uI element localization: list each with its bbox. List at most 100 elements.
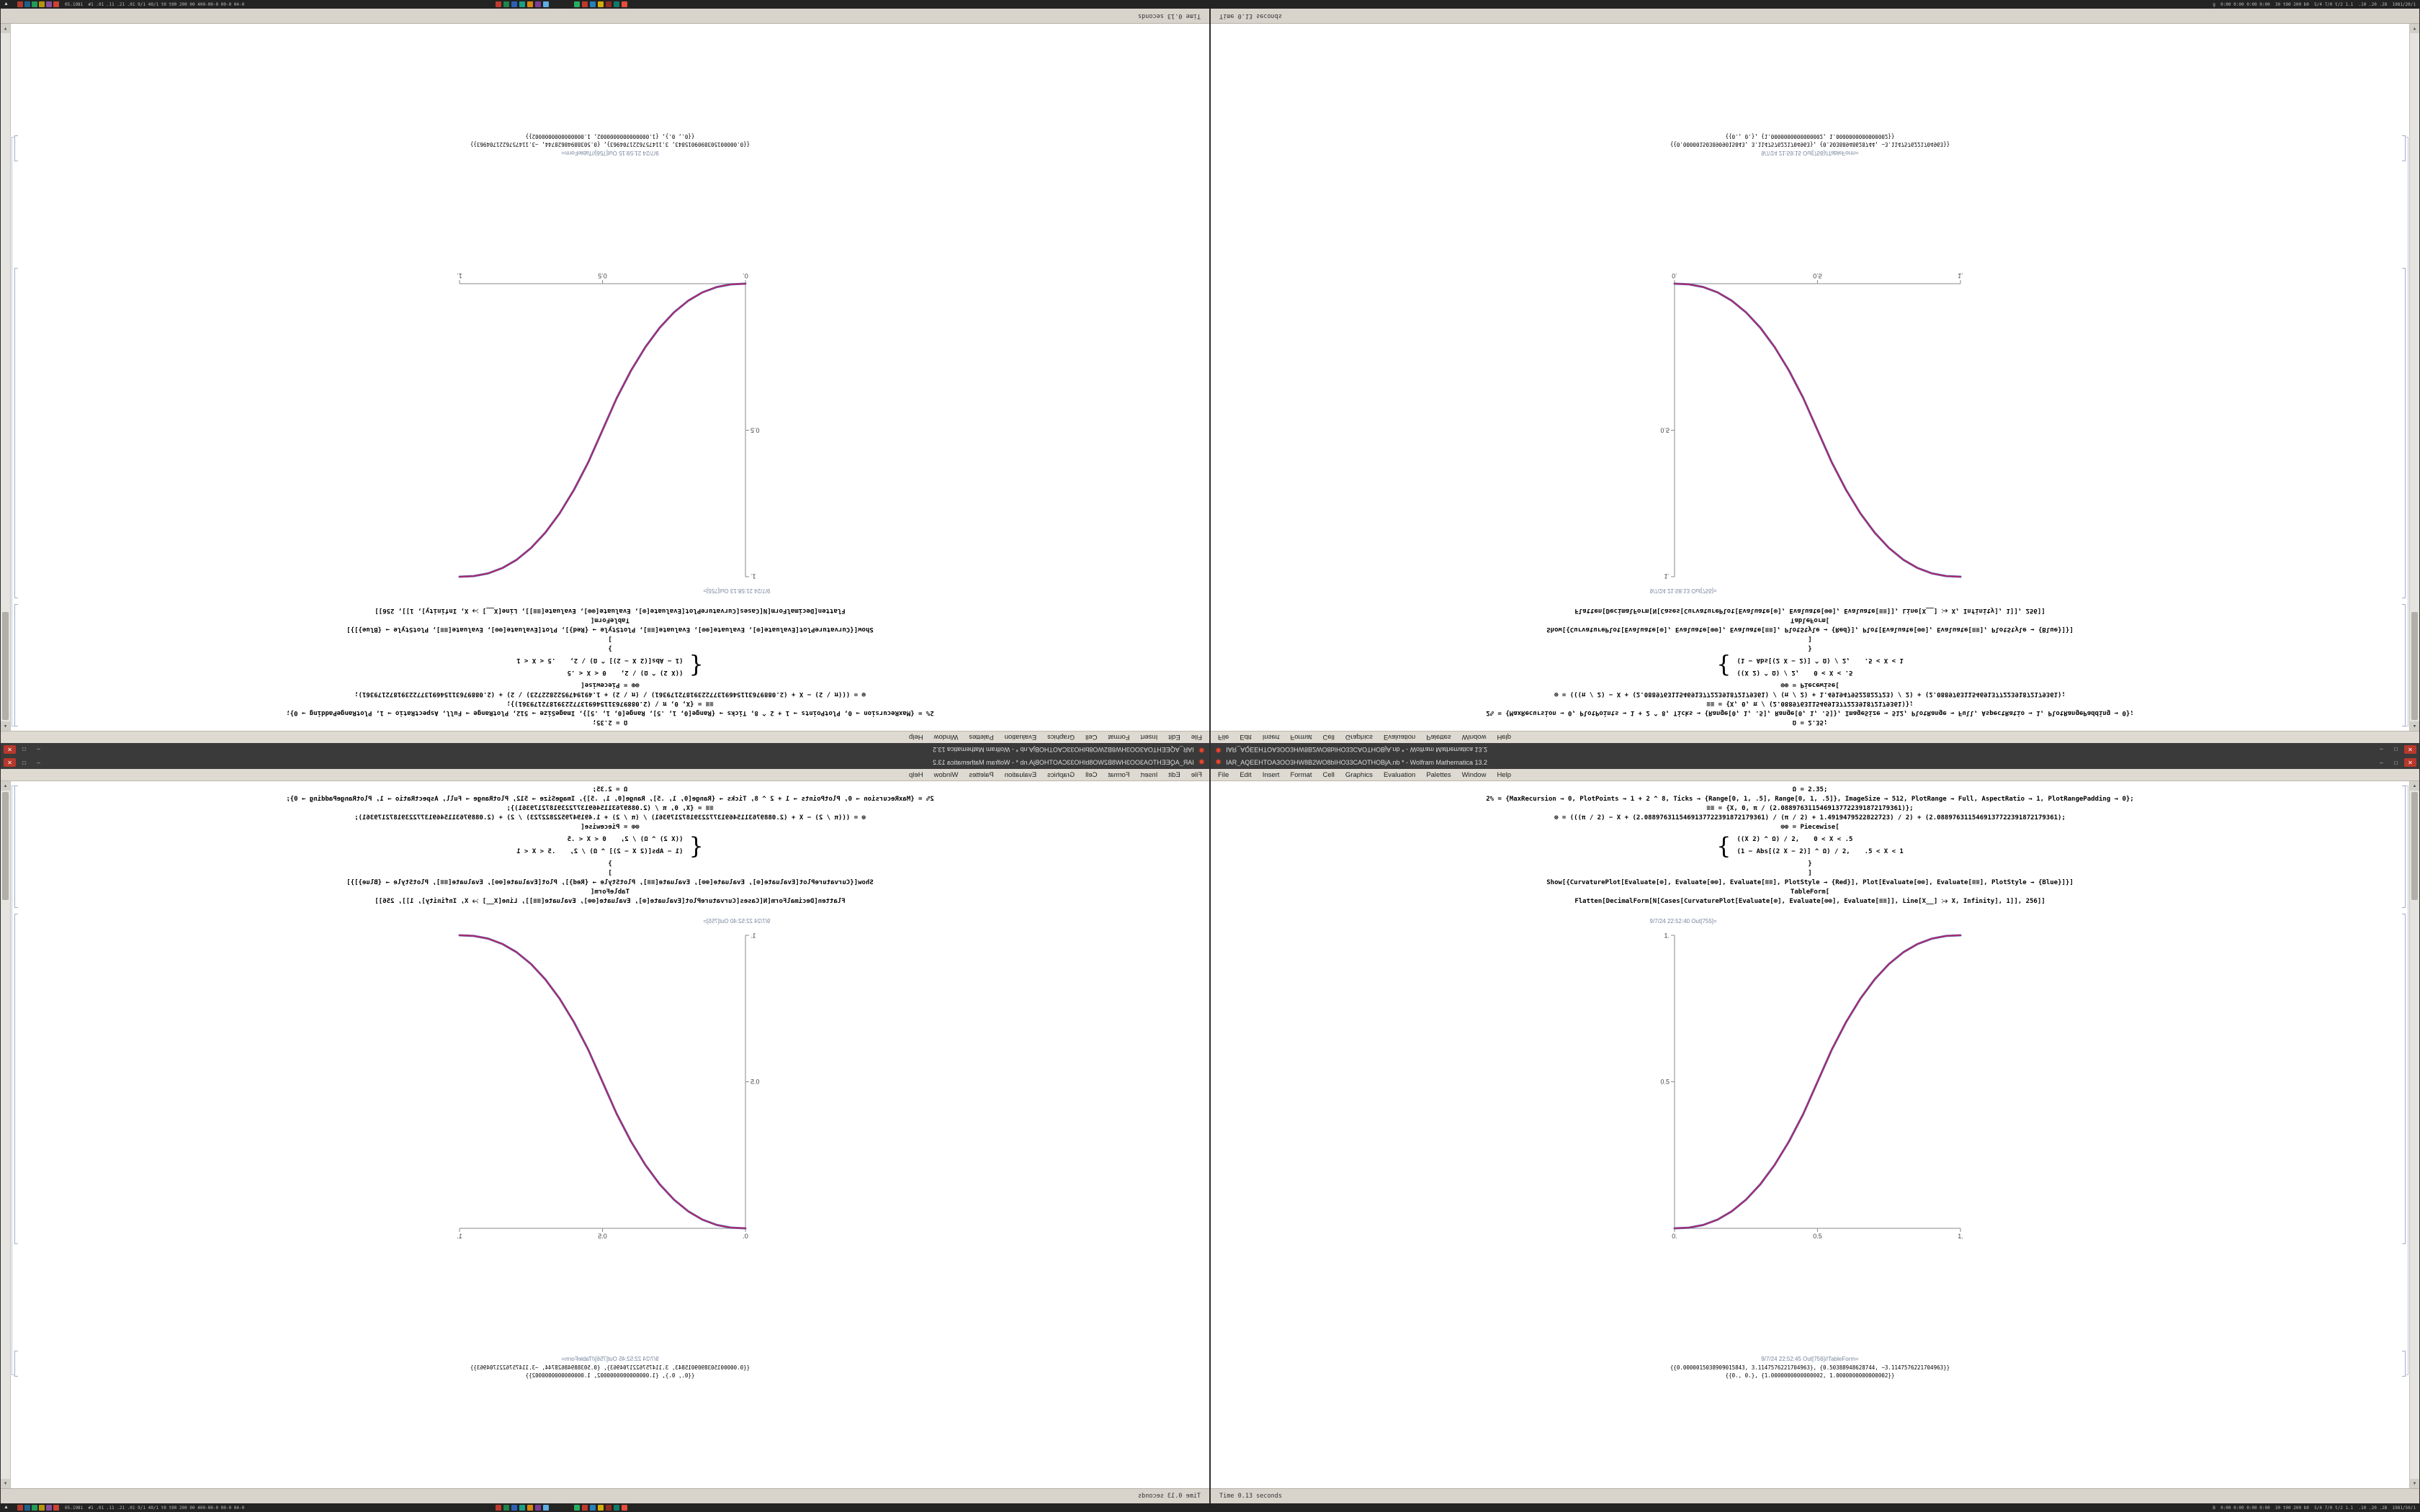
menu-item-graphics[interactable]: Graphics xyxy=(1345,733,1373,742)
menu-item-edit[interactable]: Edit xyxy=(1240,770,1252,779)
scroll-thumb[interactable] xyxy=(2411,792,2418,900)
output-plot[interactable]: 0. 0.5 1. 0.5 1. xyxy=(450,927,771,1247)
notebook-content[interactable]: Ω = 2.35; 2% = {MaxRecursion → 0, PlotPo… xyxy=(1211,781,2409,1488)
menu-item-format[interactable]: Format xyxy=(1290,733,1312,742)
app-icon[interactable] xyxy=(582,1505,588,1511)
cell-bracket-group[interactable] xyxy=(12,137,14,726)
minimize-button[interactable]: – xyxy=(2380,746,2383,753)
input-cell[interactable]: Ω = 2.35; 2% = {MaxRecursion → 0, PlotPo… xyxy=(11,786,1209,906)
app-icon[interactable] xyxy=(39,1505,45,1511)
menu-item-palettes[interactable]: Palettes xyxy=(1426,770,1451,779)
code-line[interactable]: TableForm[ xyxy=(590,888,630,896)
code-line[interactable]: ≡≡ = {X, 0, π / (2.088976311546913772239… xyxy=(506,700,714,707)
app-icon[interactable] xyxy=(503,1505,509,1511)
close-button[interactable]: ✕ xyxy=(2404,745,2416,754)
menu-item-cell[interactable]: Cell xyxy=(1322,733,1335,742)
vertical-scrollbar[interactable]: ▲ ▼ xyxy=(1,24,11,731)
code-line[interactable]: Flatten[DecimalForm[N[Cases[CurvaturePlo… xyxy=(375,607,846,614)
menu-item-window[interactable]: Window xyxy=(1461,770,1487,779)
cell-bracket[interactable] xyxy=(14,604,18,726)
close-button[interactable]: ✕ xyxy=(4,745,16,754)
app-icon[interactable] xyxy=(590,1,596,7)
input-cell[interactable]: Ω = 2.35; 2% = {MaxRecursion → 0, PlotPo… xyxy=(1211,786,2409,906)
cell-bracket[interactable] xyxy=(14,786,18,908)
app-icon[interactable] xyxy=(574,1,580,7)
input-cell[interactable]: Ω = 2.35; 2% = {MaxRecursion → 0, PlotPo… xyxy=(1211,606,2409,726)
app-icon[interactable] xyxy=(519,1,525,7)
menu-item-help[interactable]: Help xyxy=(1497,770,1511,779)
code-line[interactable]: Show[{CurvaturePlot[Evaluate[⊕], Evaluat… xyxy=(346,626,874,633)
app-icon[interactable] xyxy=(32,1505,37,1511)
code-line[interactable]: TableForm[ xyxy=(1790,888,1830,896)
cell-bracket[interactable] xyxy=(2402,786,2406,908)
maximize-button[interactable]: □ xyxy=(2394,759,2398,766)
app-icon[interactable] xyxy=(511,1505,517,1511)
app-icon[interactable] xyxy=(622,1505,627,1511)
scroll-down-button[interactable]: ▼ xyxy=(2410,24,2419,33)
code-line[interactable]: 2% = {MaxRecursion → 0, PlotPoints → 1 +… xyxy=(1486,796,2134,803)
input-cell[interactable]: Ω = 2.35; 2% = {MaxRecursion → 0, PlotPo… xyxy=(11,606,1209,726)
title-bar[interactable]: ✹ IAR_AQEEHTOA3OO3HW8B2WO8bIHO33CAOTHOBj… xyxy=(1211,743,2419,756)
app-icon[interactable] xyxy=(606,1,611,7)
app-icon[interactable] xyxy=(17,1,23,7)
code-line[interactable]: Flatten[DecimalForm[N[Cases[CurvaturePlo… xyxy=(1574,607,2045,614)
menu-item-file[interactable]: File xyxy=(1191,770,1202,779)
scroll-up-button[interactable]: ▲ xyxy=(2410,781,2419,791)
menu-item-format[interactable]: Format xyxy=(1290,770,1312,779)
vertical-scrollbar[interactable]: ▲ ▼ xyxy=(2409,781,2419,1488)
app-icon[interactable] xyxy=(53,1,59,7)
menu-item-evaluation[interactable]: Evaluation xyxy=(1004,733,1037,742)
menu-item-graphics[interactable]: Graphics xyxy=(1047,733,1075,742)
menu-item-cell[interactable]: Cell xyxy=(1322,770,1335,779)
menu-item-palettes[interactable]: Palettes xyxy=(969,733,994,742)
code-line[interactable]: ≡≡ = {X, 0, π / (2.088976311546913772239… xyxy=(1706,805,1914,812)
code-line[interactable]: } xyxy=(1808,860,1812,868)
notebook-content[interactable]: Ω = 2.35; 2% = {MaxRecursion → 0, PlotPo… xyxy=(11,24,1209,731)
menu-item-help[interactable]: Help xyxy=(909,733,923,742)
piecewise-block[interactable]: { ((X 2) ^ Ω) / 2, 0 < X < .5 (1 − Abs[(… xyxy=(11,652,1209,680)
scroll-up-button[interactable]: ▲ xyxy=(2410,721,2419,731)
menu-item-graphics[interactable]: Graphics xyxy=(1345,770,1373,779)
app-icon[interactable] xyxy=(574,1505,580,1511)
code-line[interactable]: ⊕⊕ = Piecewise[ xyxy=(581,681,640,688)
app-icon[interactable] xyxy=(496,1,501,7)
app-icon[interactable] xyxy=(606,1505,611,1511)
scroll-thumb[interactable] xyxy=(2411,612,2418,720)
app-icon[interactable] xyxy=(24,1,30,7)
cell-bracket[interactable] xyxy=(14,268,18,598)
code-line[interactable]: ] xyxy=(608,635,612,642)
menu-item-edit[interactable]: Edit xyxy=(1240,733,1252,742)
code-line[interactable]: ⊕⊕ = Piecewise[ xyxy=(581,824,640,831)
plot-output-cell[interactable]: 9/7/24 22:52:40 Out[755]= 0. 0.5 1. 0.5 … xyxy=(1211,914,2409,1247)
app-icon[interactable] xyxy=(46,1505,52,1511)
maximize-button[interactable]: □ xyxy=(2394,746,2398,753)
cell-bracket-group[interactable] xyxy=(2406,786,2408,1375)
menu-item-insert[interactable]: Insert xyxy=(1262,770,1280,779)
app-icon[interactable] xyxy=(496,1505,501,1511)
code-line[interactable]: ⊕ = (((π / 2) − X + (2.08897631154691377… xyxy=(354,814,866,822)
code-line[interactable]: ] xyxy=(608,870,612,877)
cell-bracket[interactable] xyxy=(14,135,18,161)
piecewise-block[interactable]: { ((X 2) ^ Ω) / 2, 0 < X < .5 (1 − Abs[(… xyxy=(1211,652,2409,680)
scroll-track[interactable] xyxy=(1,901,10,1479)
code-line[interactable]: Show[{CurvaturePlot[Evaluate[⊕], Evaluat… xyxy=(346,879,874,886)
app-icon[interactable] xyxy=(622,1,627,7)
menu-item-palettes[interactable]: Palettes xyxy=(1426,733,1451,742)
menu-item-window[interactable]: Window xyxy=(1461,733,1487,742)
code-line[interactable]: ] xyxy=(1808,635,1812,642)
app-icon[interactable] xyxy=(46,1,52,7)
menu-item-evaluation[interactable]: Evaluation xyxy=(1383,770,1416,779)
code-line[interactable]: Show[{CurvaturePlot[Evaluate[⊕], Evaluat… xyxy=(1546,879,2074,886)
app-icon[interactable] xyxy=(614,1,619,7)
menu-item-cell[interactable]: Cell xyxy=(1085,770,1098,779)
notebook-content[interactable]: Ω = 2.35; 2% = {MaxRecursion → 0, PlotPo… xyxy=(11,781,1209,1488)
code-line[interactable]: ⊕ = (((π / 2) − X + (2.08897631154691377… xyxy=(1554,814,2066,822)
scroll-up-button[interactable]: ▲ xyxy=(1,781,10,791)
app-icon[interactable] xyxy=(39,1,45,7)
cell-bracket[interactable] xyxy=(2402,1351,2406,1377)
code-line[interactable]: ≡≡ = {X, 0, π / (2.088976311546913772239… xyxy=(1706,700,1914,707)
scroll-down-button[interactable]: ▼ xyxy=(1,24,10,33)
tableform-output-cell[interactable]: 9/7/24 22:52:45 Out[756]//TableForm= {{0… xyxy=(11,1355,1209,1380)
code-line[interactable]: TableForm[ xyxy=(590,616,630,624)
scroll-track[interactable] xyxy=(2410,33,2419,611)
